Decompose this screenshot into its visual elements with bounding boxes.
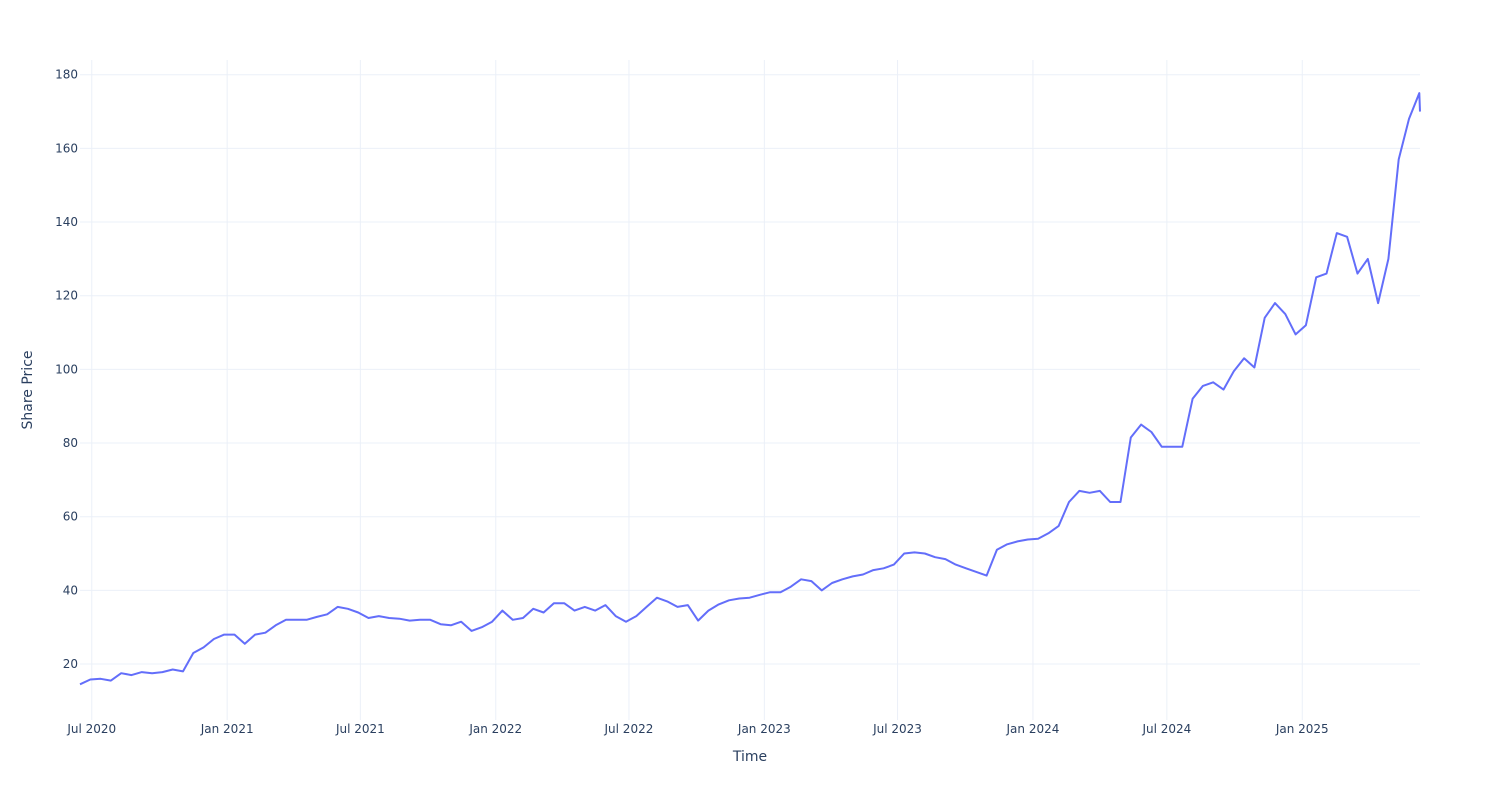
- y-axis-ticks: 20 40 60 80 100 120 140 160 180: [55, 68, 78, 671]
- x-tick-label: Jul 2021: [335, 722, 385, 736]
- x-tick-label: Jan 2025: [1275, 722, 1329, 736]
- grid-lines: [80, 60, 1420, 720]
- y-tick-label: 80: [63, 436, 78, 450]
- y-tick-label: 40: [63, 583, 78, 597]
- y-tick-label: 20: [63, 657, 78, 671]
- x-tick-label: Jan 2024: [1006, 722, 1060, 736]
- y-tick-label: 160: [55, 141, 78, 155]
- y-axis-title: Share Price: [20, 350, 36, 429]
- series-lines: [79, 92, 1421, 686]
- x-tick-label: Jan 2023: [737, 722, 791, 736]
- x-tick-label: Jul 2024: [1141, 722, 1191, 736]
- y-tick-label: 140: [55, 215, 78, 229]
- x-tick-label: Jan 2021: [200, 722, 254, 736]
- x-tick-label: Jul 2023: [872, 722, 922, 736]
- x-axis-ticks: Jul 2020 Jan 2021 Jul 2021 Jan 2022 Jul 2022…: [66, 722, 1328, 736]
- x-tick-label: Jul 2020: [66, 722, 116, 736]
- series-line-share-price: [79, 92, 1421, 686]
- y-tick-label: 120: [55, 289, 78, 303]
- x-tick-label: Jul 2022: [604, 722, 654, 736]
- y-tick-label: 60: [63, 510, 78, 524]
- x-tick-label: Jan 2022: [468, 722, 522, 736]
- y-tick-label: 100: [55, 362, 78, 376]
- x-axis-title: Time: [732, 749, 767, 765]
- y-tick-label: 180: [55, 68, 78, 82]
